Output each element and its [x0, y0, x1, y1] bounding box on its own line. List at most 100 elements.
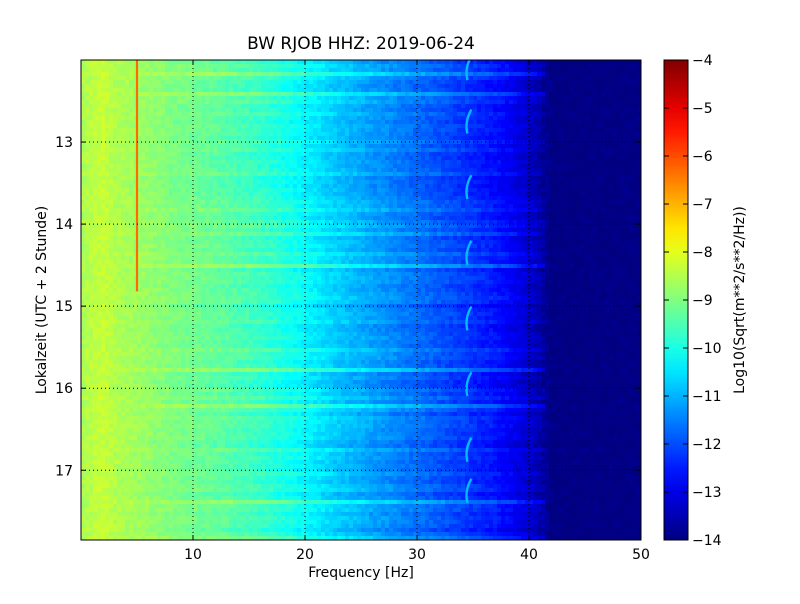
heatmap-cell — [277, 124, 282, 129]
heatmap-cell — [573, 164, 578, 169]
heatmap-cell — [85, 152, 90, 157]
heatmap-cell — [469, 192, 474, 197]
heatmap-cell — [409, 188, 414, 193]
heatmap-cell — [241, 148, 246, 153]
heatmap-cell — [621, 164, 626, 169]
heatmap-cell — [501, 172, 506, 177]
heatmap-cell — [293, 184, 298, 189]
heatmap-cell — [129, 88, 134, 93]
heatmap-cell — [533, 172, 538, 177]
heatmap-cell — [473, 64, 478, 69]
heatmap-cell — [129, 128, 134, 133]
heatmap-cell — [257, 124, 262, 129]
heatmap-cell — [329, 72, 334, 77]
heatmap-cell — [209, 156, 214, 161]
heatmap-cell — [153, 72, 158, 77]
heatmap-cell — [81, 156, 86, 161]
heatmap-cell — [201, 140, 206, 145]
heatmap-cell — [153, 180, 158, 185]
heatmap-cell — [153, 104, 158, 109]
heatmap-cell — [609, 148, 614, 153]
heatmap-cell — [285, 60, 290, 65]
heatmap-cell — [393, 60, 398, 65]
heatmap-cell — [417, 200, 422, 205]
heatmap-cell — [425, 116, 430, 121]
heatmap-cell — [229, 92, 234, 97]
heatmap-cell — [373, 168, 378, 173]
heatmap-cell — [257, 192, 262, 197]
heatmap-cell — [333, 96, 338, 101]
heatmap-cell — [253, 164, 258, 169]
heatmap-cell — [493, 136, 498, 141]
heatmap-cell — [441, 104, 446, 109]
heatmap-cell — [425, 152, 430, 157]
heatmap-cell — [541, 144, 546, 149]
heatmap-cell — [549, 92, 554, 97]
heatmap-cell — [381, 96, 386, 101]
heatmap-cell — [169, 156, 174, 161]
heatmap-cell — [433, 120, 438, 125]
heatmap-cell — [429, 164, 434, 169]
heatmap-cell — [237, 164, 242, 169]
heatmap-cell — [365, 136, 370, 141]
heatmap-cell — [217, 148, 222, 153]
heatmap-cell — [405, 92, 410, 97]
heatmap-cell — [481, 60, 486, 65]
heatmap-cell — [637, 80, 641, 85]
heatmap-cell — [153, 80, 158, 85]
heatmap-cell — [629, 152, 634, 157]
heatmap-cell — [93, 124, 98, 129]
heatmap-cell — [501, 128, 506, 133]
heatmap-cell — [433, 200, 438, 205]
heatmap-cell — [589, 112, 594, 117]
heatmap-cell — [537, 192, 542, 197]
heatmap-cell — [625, 80, 630, 85]
heatmap-cell — [481, 68, 486, 73]
heatmap-cell — [169, 80, 174, 85]
heatmap-cell — [237, 184, 242, 189]
heatmap-cell — [481, 76, 486, 81]
heatmap-cell — [605, 84, 610, 89]
heatmap-cell — [321, 180, 326, 185]
heatmap-cell — [209, 180, 214, 185]
heatmap-cell — [105, 168, 110, 173]
heatmap-cell — [493, 60, 498, 65]
heatmap-cell — [461, 192, 466, 197]
heatmap-cell — [237, 140, 242, 145]
heatmap-cell — [153, 184, 158, 189]
heatmap-cell — [125, 100, 130, 105]
heatmap-cell — [81, 200, 86, 205]
heatmap-cell — [81, 120, 86, 125]
heatmap-cell — [393, 116, 398, 121]
heatmap-cell — [529, 192, 534, 197]
heatmap-cell — [305, 152, 310, 157]
heatmap-cell — [337, 116, 342, 121]
heatmap-cell — [377, 188, 382, 193]
heatmap-cell — [309, 128, 314, 133]
heatmap-cell — [373, 136, 378, 141]
heatmap-cell — [625, 156, 630, 161]
heatmap-cell — [149, 160, 154, 165]
heatmap-cell — [537, 176, 542, 181]
heatmap-cell — [117, 148, 122, 153]
heatmap-cell — [565, 184, 570, 189]
heatmap-cell — [285, 124, 290, 129]
heatmap-cell — [417, 160, 422, 165]
heatmap-cell — [241, 128, 246, 133]
heatmap-cell — [109, 80, 114, 85]
heatmap-cell — [105, 72, 110, 77]
heatmap-cell — [189, 156, 194, 161]
heatmap-cell — [221, 64, 226, 69]
heatmap-cell — [541, 188, 546, 193]
heatmap-cell — [493, 168, 498, 173]
heatmap-cell — [137, 88, 142, 93]
heatmap-cell — [89, 120, 94, 125]
heatmap-cell — [413, 184, 418, 189]
heatmap-cell — [125, 176, 130, 181]
heatmap-cell — [181, 128, 186, 133]
heatmap-cell — [637, 156, 641, 161]
heatmap-cell — [181, 76, 186, 81]
heatmap-cell — [105, 136, 110, 141]
heatmap-cell — [269, 200, 274, 205]
heatmap-cell — [213, 180, 218, 185]
